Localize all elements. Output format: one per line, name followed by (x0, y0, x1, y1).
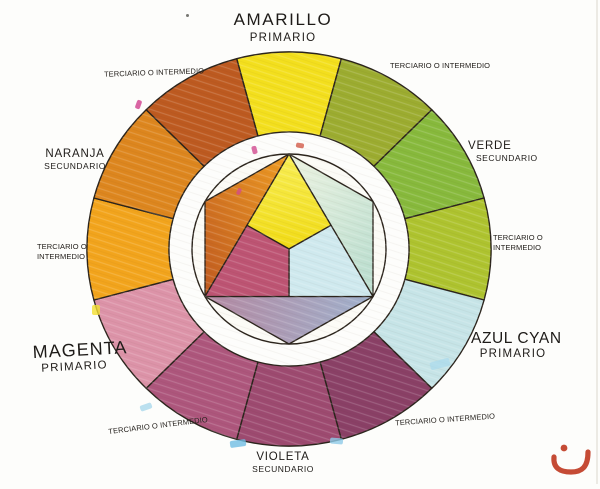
color-name-amarillo: AMARILLO (233, 10, 333, 29)
scan-mark (236, 188, 242, 195)
scan-mark (329, 437, 344, 445)
color-role-naranja: SECUNDARIO (44, 161, 106, 171)
label-azul-cyan: AZUL CYAN PRIMARIO (471, 330, 562, 360)
terciario-line-2: INTERMEDIO (37, 252, 86, 261)
scan-mark (139, 402, 153, 412)
color-name-naranja: NARANJA (45, 148, 105, 160)
label-verde: VERDE SECUNDARIO (468, 140, 538, 163)
scan-mark (186, 14, 189, 17)
scan-mark (135, 99, 142, 110)
label-magenta: MAGENTA PRIMARIO (32, 337, 128, 375)
terciario-line-1: TERCIARIO O (37, 242, 87, 251)
watermark-logo (551, 444, 591, 475)
scan-mark (229, 439, 247, 448)
scan-mark (251, 145, 258, 155)
label-terciario-3: TERCIARIO O INTERMEDIO (493, 233, 543, 253)
color-name-azul-cyan: AZUL CYAN (471, 330, 562, 347)
color-role-verde: SECUNDARIO (476, 153, 538, 163)
color-name-verde: VERDE (468, 140, 512, 152)
color-name-violeta: VIOLETA (256, 451, 310, 463)
color-role-violeta: SECUNDARIO (252, 464, 314, 474)
scan-edge-shadow (596, 0, 598, 484)
scan-mark (429, 357, 451, 371)
terciario-line-2: INTERMEDIO (493, 243, 542, 252)
watermark-dot (560, 444, 568, 452)
label-naranja: NARANJA SECUNDARIO (39, 148, 111, 171)
watermark-curve (551, 449, 591, 475)
scan-mark (295, 142, 305, 149)
color-role-amarillo: PRIMARIO (249, 32, 317, 44)
color-role-azul-cyan: PRIMARIO (479, 348, 547, 360)
label-terciario-9: TERCIARIO O INTERMEDIO (37, 242, 87, 262)
label-terciario-1: TERCIARIO O INTERMEDIO (390, 61, 491, 70)
label-amarillo: AMARILLO PRIMARIO (153, 10, 413, 44)
label-violeta: VIOLETA SECUNDARIO (213, 451, 353, 474)
terciario-line-1: TERCIARIO O (493, 233, 543, 242)
scan-mark (92, 305, 100, 315)
